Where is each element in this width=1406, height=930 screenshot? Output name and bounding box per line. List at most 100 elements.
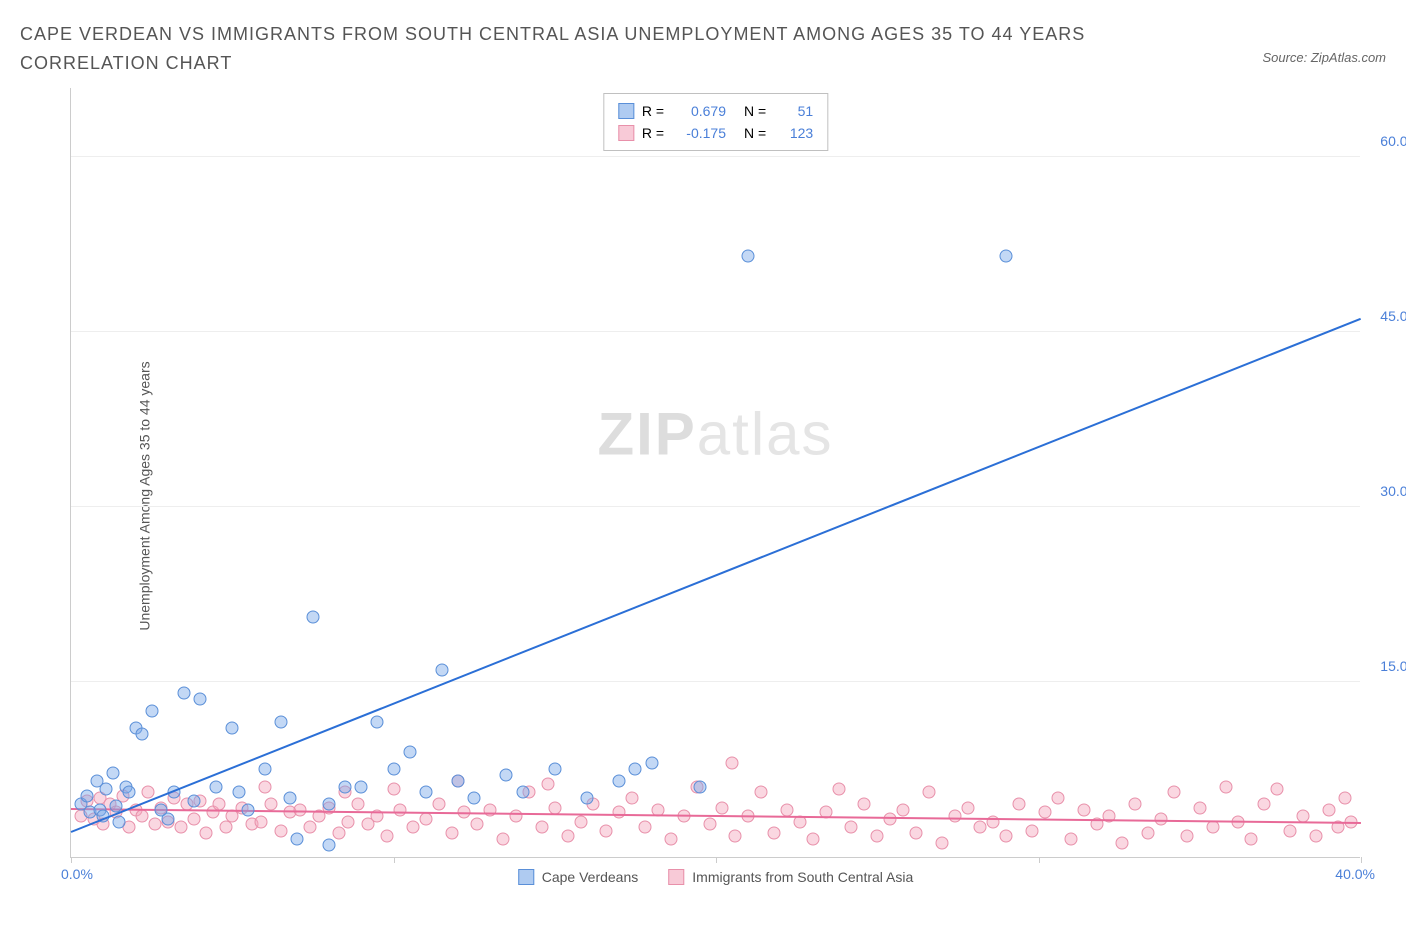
pink-point [574,815,587,828]
gridline [71,506,1360,507]
blue-point [339,780,352,793]
blue-point [81,789,94,802]
blue-point [306,611,319,624]
pink-point [510,809,523,822]
x-tick [1361,857,1362,863]
gridline [71,331,1360,332]
blue-point [226,722,239,735]
pink-point [1338,792,1351,805]
pink-point [393,803,406,816]
header: CAPE VERDEAN VS IMMIGRANTS FROM SOUTH CE… [20,20,1386,78]
pink-point [1000,829,1013,842]
pink-point [387,782,400,795]
pink-point [974,821,987,834]
pink-point [497,833,510,846]
blue-point [177,687,190,700]
blue-point [613,774,626,787]
pink-point [332,827,345,840]
pink-point [1013,798,1026,811]
pink-point [1167,786,1180,799]
pink-point [445,827,458,840]
pink-point [1051,792,1064,805]
blue-point [629,763,642,776]
pink-point [419,813,432,826]
pink-point [961,801,974,814]
pink-point [1180,829,1193,842]
blue-point [548,763,561,776]
x-tick [1039,857,1040,863]
pink-point [613,806,626,819]
pink-point [535,821,548,834]
pink-point [806,833,819,846]
blue-trend-line [71,318,1362,833]
x-tick [394,857,395,863]
legend-item-blue: Cape Verdeans [518,869,639,885]
pink-point [342,815,355,828]
pink-point [726,757,739,770]
pink-point [1309,829,1322,842]
blue-point [145,704,158,717]
pink-point [561,829,574,842]
legend-row-blue: R = 0.679 N = 51 [618,100,813,122]
pink-point [1258,798,1271,811]
pink-point [897,803,910,816]
blue-point [742,249,755,262]
swatch-blue [618,103,634,119]
blue-point [242,803,255,816]
pink-point [135,809,148,822]
blue-point [500,768,513,781]
pink-point [703,817,716,830]
pink-point [716,801,729,814]
pink-point [909,827,922,840]
pink-point [432,798,445,811]
pink-point [884,813,897,826]
blue-point [355,780,368,793]
pink-point [258,780,271,793]
pink-point [548,801,561,814]
blue-point [113,815,126,828]
pink-point [832,782,845,795]
blue-point [187,794,200,807]
pink-point [948,809,961,822]
pink-point [1245,833,1258,846]
y-tick-label: 45.0% [1380,308,1406,324]
blue-point [161,813,174,826]
x-tick [716,857,717,863]
blue-point [581,792,594,805]
pink-point [1271,782,1284,795]
blue-point [100,782,113,795]
pink-point [626,792,639,805]
blue-point [387,763,400,776]
legend-series: Cape Verdeans Immigrants from South Cent… [518,869,914,885]
source-label: Source: ZipAtlas.com [1262,50,1386,65]
blue-point [194,693,207,706]
pink-point [1219,780,1232,793]
pink-point [174,821,187,834]
chart-container: Unemployment Among Ages 35 to 44 years Z… [20,88,1386,908]
pink-point [1284,824,1297,837]
blue-point [645,757,658,770]
pink-point [1077,803,1090,816]
blue-point [468,792,481,805]
pink-point [406,821,419,834]
pink-point [664,833,677,846]
blue-point [210,780,223,793]
pink-point [1026,824,1039,837]
blue-point [435,663,448,676]
y-tick-label: 60.0% [1380,133,1406,149]
blue-point [693,780,706,793]
pink-point [352,798,365,811]
pink-point [187,813,200,826]
blue-point [323,838,336,851]
pink-point [639,821,652,834]
pink-point [219,821,232,834]
blue-point [106,766,119,779]
pink-point [780,803,793,816]
legend-row-pink: R = -0.175 N = 123 [618,122,813,144]
blue-point [232,786,245,799]
blue-point [123,786,136,799]
gridline [71,156,1360,157]
blue-point [1000,249,1013,262]
gridline [71,681,1360,682]
pink-point [922,786,935,799]
